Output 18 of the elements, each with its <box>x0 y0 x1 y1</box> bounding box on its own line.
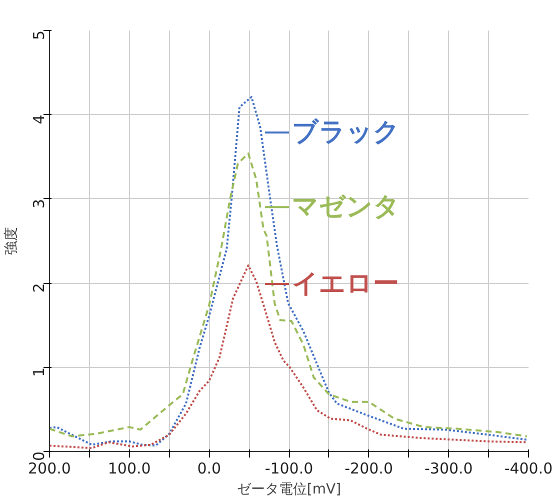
x-tick-label: -400.0 <box>504 460 553 478</box>
legend-label: マゼンタ <box>292 192 400 222</box>
y-tick-label: 2 <box>30 283 48 293</box>
x-tick-label: 200.0 <box>28 460 71 478</box>
legend-label: ブラック <box>292 117 400 148</box>
x-tick-label: -300.0 <box>424 460 473 478</box>
x-tick-label: -200.0 <box>344 460 394 478</box>
y-tick-label: 1 <box>30 367 48 377</box>
x-tick-label: -100.0 <box>264 460 314 478</box>
x-tick-label: 0.0 <box>197 460 222 478</box>
y-axis-title: 強度 <box>4 227 20 255</box>
y-tick-label: 5 <box>30 30 48 40</box>
y-tick-label: 3 <box>30 198 48 208</box>
y-tick-label: 4 <box>30 114 48 124</box>
y-tick-label: 0 <box>30 451 48 462</box>
legend-label: イエロー <box>292 269 399 300</box>
x-axis-title: ゼータ電位[mV] <box>236 482 342 498</box>
x-tick-label: 100.0 <box>108 460 151 478</box>
